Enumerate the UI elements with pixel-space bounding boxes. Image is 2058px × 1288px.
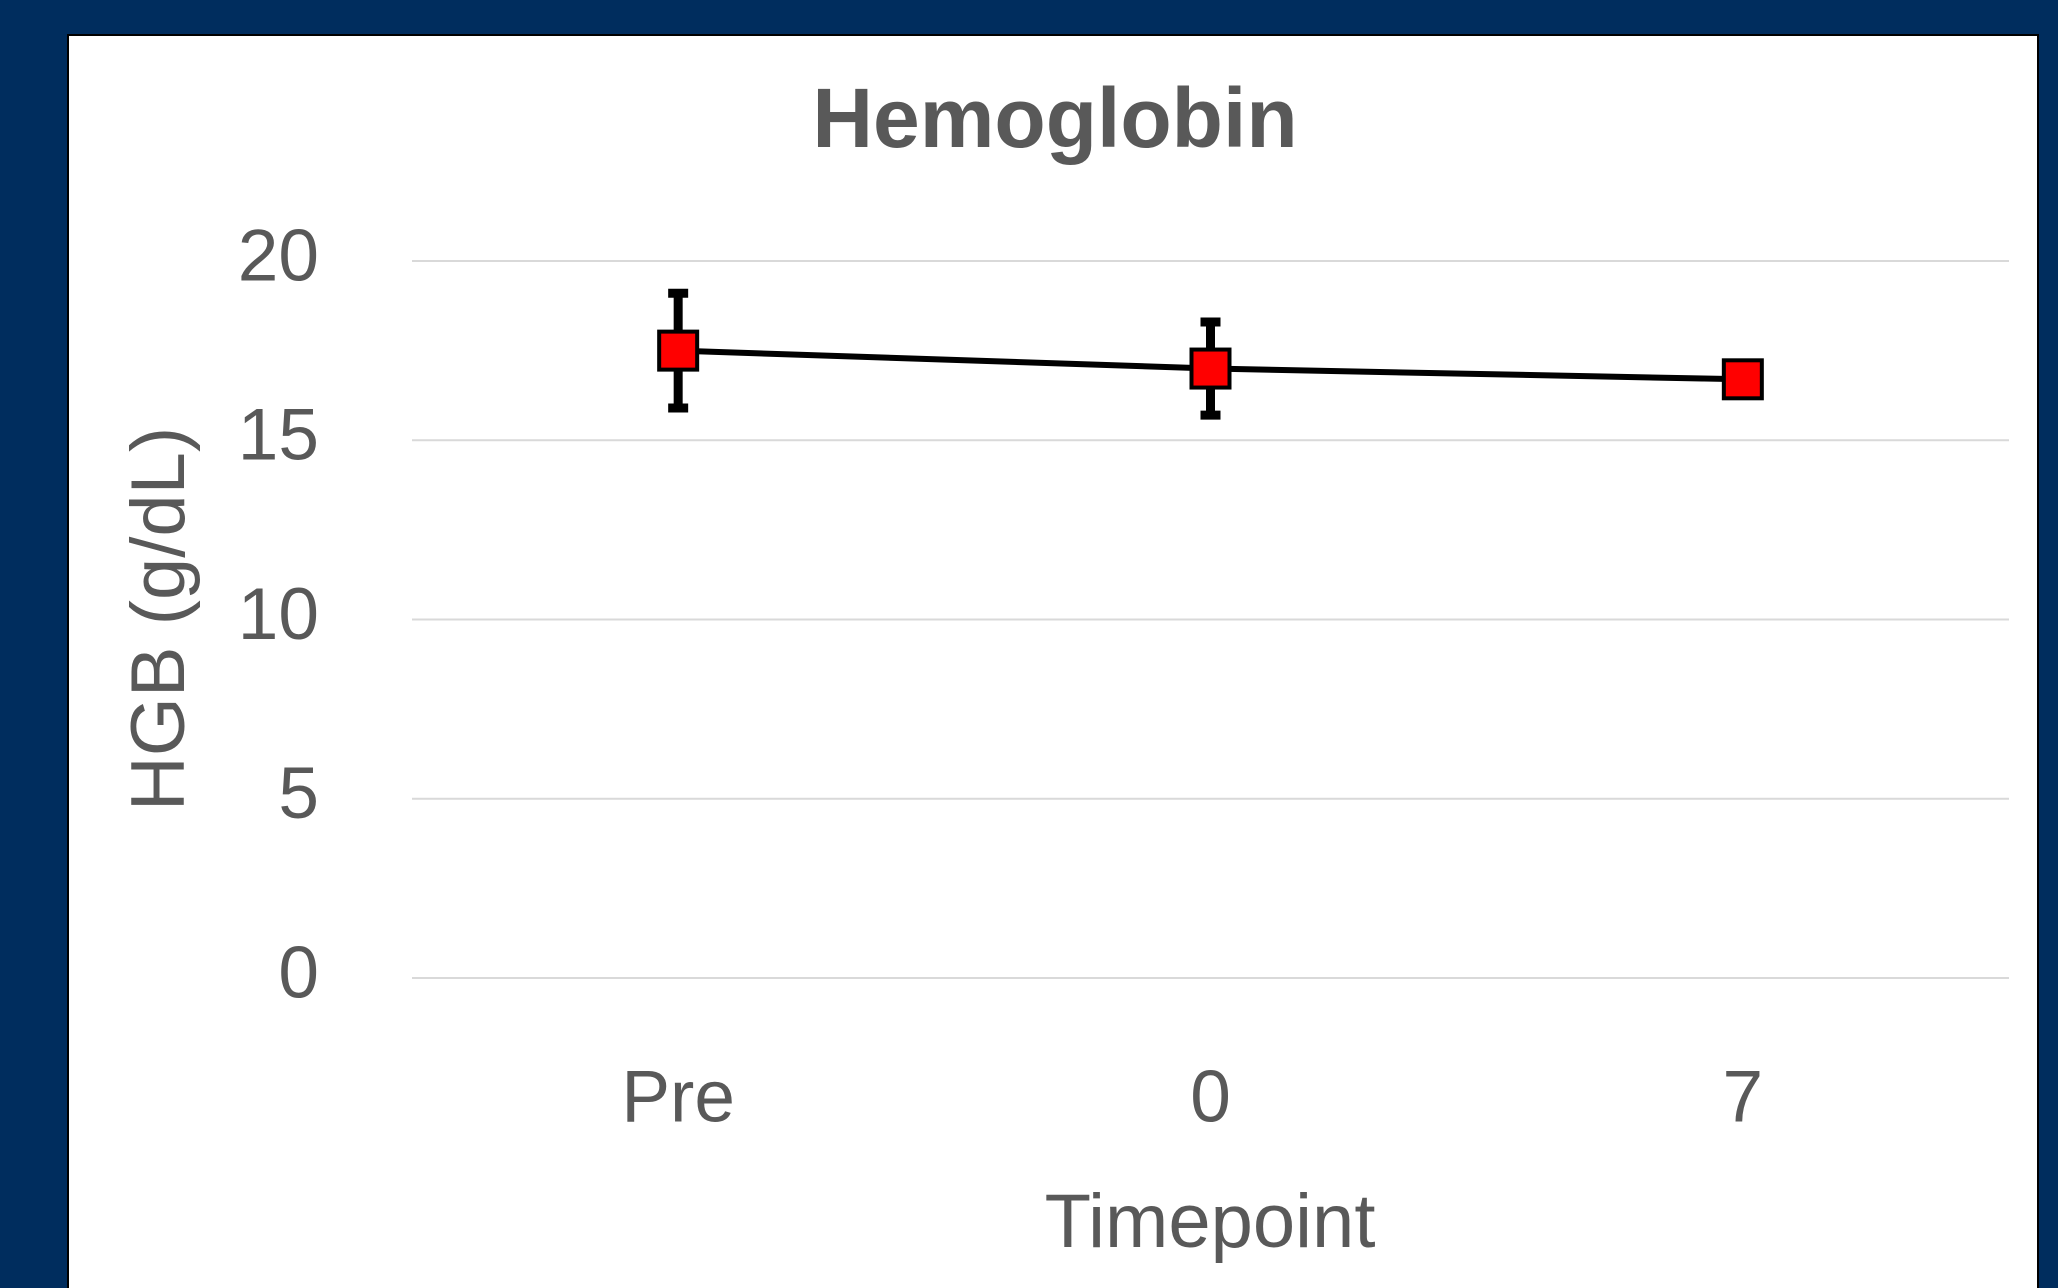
x-tick-label: Pre (621, 1056, 735, 1137)
y-tick-label: 20 (238, 215, 319, 296)
marker (1721, 358, 1764, 401)
marker (657, 329, 700, 372)
y-tick-label: 5 (278, 753, 319, 834)
y-tick-label: 0 (278, 932, 319, 1013)
y-axis-label: HGB (g/dL) (116, 427, 201, 811)
chart-title: Hemoglobin (812, 71, 1297, 165)
x-tick-label: 7 (1723, 1056, 1764, 1137)
y-tick-label: 15 (238, 395, 319, 476)
x-tick-label: 0 (1190, 1056, 1231, 1137)
marker (1189, 347, 1232, 390)
y-tick-label: 10 (238, 574, 319, 655)
chart-panel (67, 34, 2039, 1288)
x-axis-label: Timepoint (1045, 1179, 1376, 1264)
